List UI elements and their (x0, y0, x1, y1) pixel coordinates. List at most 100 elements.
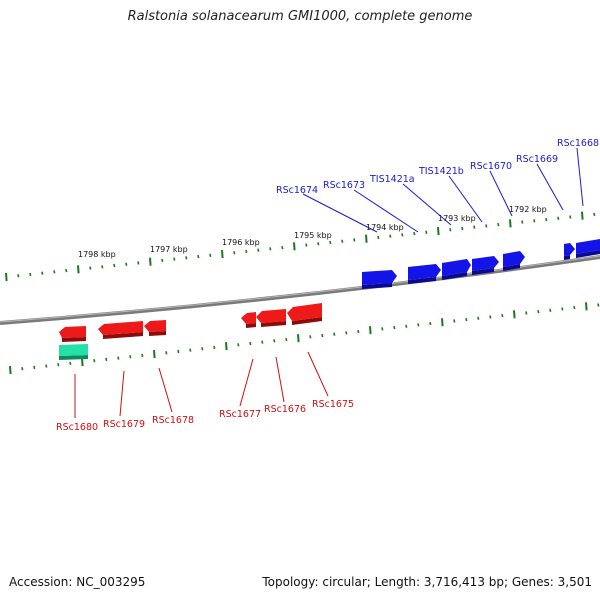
gene-label-rsc1675[interactable]: RSc1675 (312, 399, 354, 410)
upper-major-tick (437, 226, 440, 236)
scale-label-1793: 1793 kbp (438, 214, 476, 223)
lower-minor-tick (417, 323, 420, 327)
lower-minor-tick (597, 303, 600, 307)
upper-minor-tick (185, 256, 188, 260)
lower-major-tick (585, 302, 588, 311)
gene-label-rsc1677[interactable]: RSc1677 (219, 409, 261, 420)
lower-minor-tick (93, 359, 96, 363)
upper-minor-tick (113, 263, 116, 268)
upper-minor-tick (521, 220, 524, 224)
lower-minor-tick (45, 364, 48, 368)
lower-minor-tick (189, 348, 192, 352)
gene-label-rsc1668[interactable]: RSc1668 (557, 138, 599, 149)
lower-major-tick (441, 318, 444, 327)
lower-major-tick (153, 350, 156, 359)
lower-minor-tick (129, 355, 132, 359)
gene-label-rsc1678[interactable]: RSc1678 (152, 415, 194, 426)
scale-label-1797: 1797 kbp (150, 245, 188, 254)
lower-minor-tick (333, 332, 336, 336)
gene-tis1421a[interactable] (442, 259, 471, 280)
lower-minor-tick (285, 337, 288, 342)
lower-minor-tick (273, 339, 276, 343)
lower-minor-tick (465, 317, 468, 322)
upper-minor-tick (281, 245, 284, 250)
upper-minor-tick (233, 251, 236, 255)
lower-minor-tick (57, 363, 60, 367)
gene-label-rsc1670[interactable]: RSc1670 (470, 161, 512, 172)
gene-label-rsc1674[interactable]: RSc1674 (276, 185, 318, 196)
lower-minor-tick (309, 335, 312, 339)
reverse-genes (59, 303, 322, 360)
upper-minor-tick (497, 222, 500, 227)
gene-rsc1677[interactable] (241, 312, 256, 328)
reverse-leader-lines (74, 351, 329, 418)
upper-minor-tick (545, 217, 548, 222)
lower-tick-ruler (9, 302, 600, 375)
lower-minor-tick (321, 333, 324, 338)
lower-minor-tick (429, 321, 432, 326)
upper-major-tick (293, 242, 296, 251)
gene-label-rsc1680[interactable]: RSc1680 (56, 422, 98, 433)
forward-genes (362, 239, 600, 289)
gene-rsc1668[interactable] (576, 239, 600, 258)
upper-minor-tick (17, 274, 20, 278)
lower-minor-tick (33, 365, 36, 370)
lower-minor-tick (537, 309, 540, 314)
upper-minor-tick (341, 239, 344, 243)
lower-minor-tick (237, 343, 240, 347)
upper-minor-tick (197, 254, 200, 259)
gene-rsc1670[interactable] (503, 251, 525, 271)
gene-label-rsc1673[interactable]: RSc1673 (323, 180, 365, 191)
upper-minor-tick (473, 225, 476, 229)
gene-rsc1679[interactable] (98, 321, 143, 339)
upper-minor-tick (461, 226, 464, 231)
upper-major-tick (77, 265, 80, 274)
upper-minor-tick (161, 258, 164, 263)
lower-minor-tick (105, 357, 108, 362)
upper-major-tick (509, 219, 512, 228)
lower-major-tick (369, 326, 372, 335)
gene-label-rsc1679[interactable]: RSc1679 (103, 419, 145, 430)
gene-rsc1680[interactable] (59, 326, 86, 342)
forward-leader-lines (302, 147, 584, 233)
upper-major-tick (365, 234, 368, 243)
scale-label-1798: 1798 kbp (78, 250, 116, 259)
upper-minor-tick (53, 270, 56, 274)
upper-minor-tick (269, 247, 272, 251)
upper-minor-tick (65, 268, 68, 273)
gene-rsc1673[interactable] (408, 264, 441, 284)
gene-tis1421b[interactable] (472, 256, 499, 275)
upper-minor-tick (209, 253, 212, 257)
lower-minor-tick (525, 311, 528, 315)
lower-minor-tick (357, 329, 360, 334)
gene-label-tis1421a[interactable]: TIS1421a (369, 174, 415, 185)
lower-minor-tick (561, 307, 564, 311)
lower-minor-tick (393, 325, 396, 330)
lower-minor-tick (549, 308, 552, 312)
gene-label-rsc1669[interactable]: RSc1669 (516, 154, 558, 165)
lower-minor-tick (501, 313, 504, 318)
lower-minor-tick (21, 367, 24, 371)
lower-major-tick (297, 334, 300, 343)
rna-gene-rsc1680-area[interactable] (59, 344, 88, 360)
gene-rsc1674[interactable] (362, 270, 397, 289)
gene-label-tis1421b[interactable]: TIS1421b (418, 166, 464, 177)
gene-label-rsc1676[interactable]: RSc1676 (264, 404, 306, 415)
gene-rsc1678[interactable] (144, 320, 166, 336)
lower-minor-tick (573, 305, 576, 310)
lower-minor-tick (477, 316, 480, 320)
gene-rsc1669[interactable] (564, 243, 575, 260)
lower-major-tick (513, 310, 516, 319)
lower-minor-tick (249, 341, 252, 346)
scale-label-1795: 1795 kbp (294, 231, 332, 240)
upper-minor-tick (593, 212, 596, 217)
gene-rsc1676[interactable] (256, 309, 286, 327)
upper-minor-tick (413, 231, 416, 236)
lower-minor-tick (213, 345, 216, 350)
upper-minor-tick (557, 216, 560, 220)
gene-rsc1675[interactable] (287, 303, 322, 325)
upper-minor-tick (389, 234, 392, 238)
upper-minor-tick (449, 228, 452, 232)
